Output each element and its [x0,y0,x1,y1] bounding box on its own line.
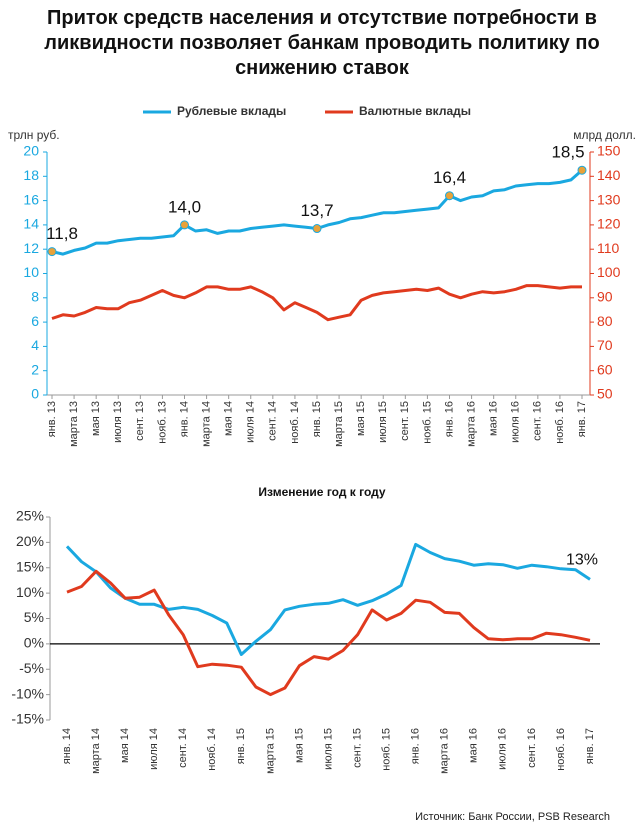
x-tick-label: янв. 16 [443,401,455,437]
y-tick-label: 0 [31,386,39,402]
data-label: 14,0 [168,197,201,216]
x-tick-label: июля 14 [148,728,160,770]
x-tick-label: мая 15 [293,728,305,763]
y-tick-label: 10% [16,584,44,600]
source: Источник: Банк России, PSB Research [415,811,610,823]
x-tick-label: марта 16 [465,401,477,447]
y-tick-label: 2 [31,361,39,377]
x-tick-label: марта 14 [200,401,212,447]
x-tick-label: сент. 13 [134,401,146,441]
y-tick-label: 16 [23,191,39,207]
x-tick-label: мая 14 [119,728,131,763]
data-label: 16,4 [433,168,466,187]
y-tick-label: -5% [19,660,44,676]
x-tick-label: нояб. 16 [554,401,566,444]
x-tick-label: мая 16 [488,401,500,436]
highlight-point [312,224,322,234]
x-tick-label: марта 13 [68,401,80,447]
y2-axis-title: млрд долл. [573,128,636,142]
x-tick-label: янв. 14 [178,401,190,437]
y-tick-label: -10% [11,685,44,701]
y2-tick-label: 50 [597,386,613,402]
x-tick-label: нояб. 14 [206,728,218,771]
x-tick-label: марта 16 [439,728,451,774]
legend-label: Валютные вклады [359,104,471,118]
x-tick-label: нояб. 13 [156,401,168,444]
series-line [51,284,582,322]
x-tick-label: марта 15 [333,401,345,447]
x-tick-label: сент. 16 [526,728,538,768]
x-tick-label: нояб. 15 [421,401,433,444]
x-tick-label: янв. 14 [61,728,73,764]
y2-tick-label: 100 [597,264,621,280]
y-axis-title: трлн руб. [8,128,60,142]
y2-tick-label: 120 [597,216,621,232]
x-tick-label: янв. 13 [46,401,58,437]
x-tick-label: сент. 15 [351,728,363,768]
x-tick-label: нояб. 16 [555,728,567,771]
annotation: 13% [566,552,598,569]
x-tick-label: июля 14 [245,401,257,443]
y-tick-label: 4 [31,337,39,353]
y-tick-label: 8 [31,289,39,305]
x-tick-label: июля 16 [510,401,522,443]
chart-title: Приток средств населения и отсутствие по… [44,7,600,79]
data-label: 18,5 [551,143,584,162]
data-label: 11,8 [46,224,78,243]
x-tick-label: сент. 14 [267,401,279,441]
x-tick-label: июля 15 [322,728,334,770]
y2-tick-label: 140 [597,167,621,183]
highlight-point [445,191,454,201]
y2-tick-label: 60 [597,361,613,377]
x-tick-label: мая 14 [223,401,235,436]
y-tick-label: 15% [16,558,44,574]
y2-tick-label: 70 [597,337,613,353]
y-tick-label: 6 [31,313,39,329]
legend-label: Рублевые вклады [177,104,286,118]
x-tick-label: июля 15 [377,401,389,443]
x-tick-label: янв. 17 [584,728,596,764]
y2-tick-label: 80 [597,313,613,329]
y2-tick-label: 130 [597,191,621,207]
y-tick-label: 20 [23,143,39,159]
x-tick-label: июля 13 [112,401,124,443]
series-line [66,569,591,697]
y2-tick-label: 110 [597,240,620,256]
highlight-point [47,247,57,257]
series-line [65,542,591,656]
y-tick-label: -15% [11,711,44,727]
y-tick-label: 0% [24,635,44,651]
x-tick-label: янв. 17 [576,401,588,437]
y-tick-label: 12 [23,240,39,256]
x-tick-label: марта 14 [90,728,102,774]
highlight-point [577,165,587,175]
x-tick-label: янв. 15 [311,401,323,437]
x-tick-label: мая 13 [90,401,102,436]
y-tick-label: 10 [23,264,39,280]
y-tick-label: 5% [24,609,44,625]
x-tick-label: янв. 15 [235,728,247,764]
x-tick-label: сент. 16 [532,401,544,441]
y-tick-label: 25% [16,508,44,524]
x-tick-label: июля 16 [497,728,509,770]
x-tick-label: нояб. 14 [289,401,301,444]
highlight-point [180,220,189,230]
y2-tick-label: 150 [597,143,621,159]
x-tick-label: марта 15 [264,728,276,774]
x-tick-label: мая 16 [468,728,480,763]
x-tick-label: нояб. 15 [381,728,393,771]
x-tick-label: сент. 14 [177,728,189,768]
y-tick-label: 14 [23,216,39,232]
y2-tick-label: 90 [597,289,613,305]
y-tick-label: 18 [23,167,39,183]
data-label: 13,7 [300,201,333,220]
x-tick-label: янв. 16 [410,728,422,764]
y-tick-label: 20% [16,533,44,549]
chart-title: Изменение год к году [258,485,385,499]
x-tick-label: мая 15 [355,401,367,436]
x-tick-label: сент. 15 [399,401,411,441]
